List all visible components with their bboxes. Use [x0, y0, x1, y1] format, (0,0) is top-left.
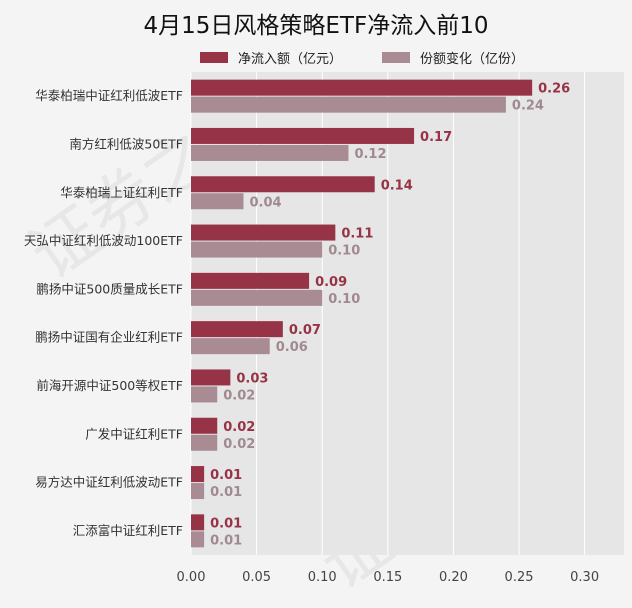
legend: 净流入额（亿元） 份额变化（亿份） — [200, 48, 524, 67]
bar-inflow — [191, 176, 375, 193]
category-label: 广发中证红利ETF — [85, 426, 183, 441]
data-label-share-change: 0.04 — [249, 195, 281, 210]
bar-inflow — [191, 79, 533, 96]
x-tick-label: 0.20 — [439, 570, 468, 585]
bar-share-change — [191, 338, 270, 355]
plot-background — [191, 72, 624, 555]
category-label: 鹏扬中证500质量成长ETF — [36, 281, 183, 296]
bar-share-change — [191, 96, 506, 113]
bar-inflow — [191, 514, 205, 531]
bar-share-change — [191, 434, 218, 451]
data-label-inflow: 0.07 — [289, 323, 321, 338]
data-label-share-change: 0.02 — [223, 388, 255, 403]
bar-share-change — [191, 531, 205, 548]
x-tick-label: 0.30 — [570, 570, 599, 585]
data-label-share-change: 0.10 — [328, 244, 360, 259]
category-label: 易方达中证红利低波动ETF — [35, 475, 183, 490]
legend-label-share-change: 份额变化（亿份） — [420, 52, 525, 67]
legend-label-inflow: 净流入额（亿元） — [238, 52, 343, 67]
x-tick-label: 0.05 — [242, 570, 271, 585]
data-label-inflow: 0.01 — [210, 516, 242, 531]
x-tick-label: 0.00 — [177, 570, 206, 585]
bar-inflow — [191, 224, 336, 241]
category-label: 汇添富中证红利ETF — [73, 523, 183, 538]
data-label-share-change: 0.01 — [210, 485, 242, 500]
data-label-inflow: 0.02 — [223, 420, 255, 435]
category-label: 鹏扬中证国有企业红利ETF — [35, 330, 183, 345]
bar-share-change — [191, 193, 244, 210]
x-tick-label: 0.15 — [373, 570, 402, 585]
data-label-share-change: 0.10 — [328, 292, 360, 307]
bar-inflow — [191, 321, 283, 338]
legend-swatch-share-change — [382, 52, 411, 63]
category-label: 南方红利低波50ETF — [69, 136, 183, 151]
chart-title: 4月15日风格策略ETF净流入前10 — [143, 13, 489, 39]
bar-inflow — [191, 417, 218, 434]
bar-inflow — [191, 369, 231, 386]
data-label-share-change: 0.06 — [276, 340, 308, 355]
bar-share-change — [191, 241, 323, 258]
data-label-share-change: 0.02 — [223, 437, 255, 452]
bar-inflow — [191, 272, 310, 289]
bar-share-change — [191, 289, 323, 306]
data-label-inflow: 0.09 — [315, 275, 347, 290]
data-label-inflow: 0.14 — [381, 178, 413, 193]
data-label-inflow: 0.26 — [538, 82, 570, 97]
bar-inflow — [191, 466, 205, 483]
category-label: 天弘中证红利低波动100ETF — [24, 233, 183, 248]
data-label-share-change: 0.24 — [512, 99, 544, 114]
category-label: 华泰柏瑞中证红利低波ETF — [35, 88, 183, 103]
data-label-inflow: 0.17 — [420, 130, 452, 145]
bar-share-change — [191, 144, 349, 161]
bar-share-change — [191, 386, 218, 403]
bar-share-change — [191, 483, 205, 500]
x-tick-label: 0.25 — [505, 570, 534, 585]
data-label-inflow: 0.01 — [210, 468, 242, 483]
data-label-inflow: 0.11 — [341, 227, 373, 242]
legend-swatch-inflow — [200, 52, 228, 63]
category-label: 前海开源中证500等权ETF — [36, 378, 183, 393]
legend-item-inflow: 净流入额（亿元） — [200, 48, 342, 67]
data-label-inflow: 0.03 — [236, 371, 268, 386]
bar-inflow — [191, 127, 415, 144]
data-label-share-change: 0.12 — [354, 147, 386, 162]
category-label: 华泰柏瑞上证红利ETF — [60, 185, 183, 200]
x-tick-label: 0.10 — [308, 570, 337, 585]
data-label-share-change: 0.01 — [210, 533, 242, 548]
legend-item-share-change: 份额变化（亿份） — [382, 48, 524, 67]
